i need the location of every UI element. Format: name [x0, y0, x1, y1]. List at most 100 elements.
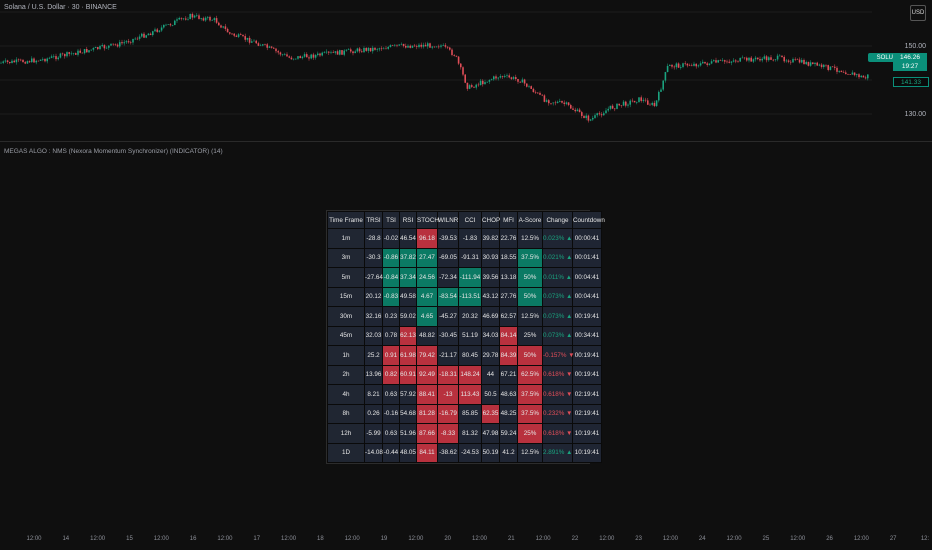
candle-body: [187, 19, 189, 20]
candle-body: [378, 48, 381, 50]
table-cell: 02:19:41: [572, 384, 602, 405]
column-header: Countdown: [572, 211, 605, 229]
candle-body: [515, 77, 517, 80]
candlestick-chart[interactable]: [0, 0, 872, 140]
candle-body: [842, 72, 845, 73]
candle-body: [587, 115, 590, 121]
candle-body: [259, 45, 262, 47]
column-header: RSI: [399, 211, 417, 229]
candle-body: [691, 65, 693, 67]
candle-body: [473, 86, 475, 88]
candle-body: [121, 42, 123, 44]
candle-body: [407, 45, 409, 48]
table-cell: 24.56: [416, 267, 438, 288]
table-cell: -1.83: [458, 228, 482, 249]
table-cell: 13.18: [499, 267, 518, 288]
candle-body: [312, 54, 315, 58]
candle-body: [246, 37, 249, 40]
time-axis[interactable]: 12:00 14 12:00 15 12:00 16 12:00 17 12:00 18 12:00…: [0, 528, 932, 548]
candle-body: [460, 63, 462, 68]
time-label: 25: [762, 536, 770, 542]
candle-body: [119, 42, 121, 47]
candle-body: [402, 43, 405, 46]
table-cell: 80.45: [458, 345, 482, 366]
candle-body: [50, 56, 53, 58]
table-cell: 20.32: [458, 306, 482, 327]
candle-body: [858, 74, 860, 78]
price-axis[interactable]: 150.00 130.00: [872, 0, 932, 140]
candle-body: [411, 45, 414, 48]
table-cell: 84.39: [499, 345, 518, 366]
table-row: 4h 8.21 0.63 57.92 88.41 -13 113.43 50.5 48.63 37…: [327, 384, 602, 405]
candle-body: [721, 60, 724, 61]
candle-body: [633, 100, 636, 103]
candle-body: [539, 92, 541, 95]
candle-body: [508, 75, 510, 78]
candle-body: [266, 44, 268, 48]
table-cell: 0.021% ▲: [542, 247, 573, 268]
table-cell: -0.83: [382, 286, 400, 307]
table-cell: -30.45: [437, 325, 459, 346]
candle-body: [6, 60, 9, 62]
candle-body: [680, 66, 682, 68]
candle-body: [636, 102, 638, 103]
candle-body: [367, 47, 370, 51]
candle-body: [70, 53, 73, 55]
candle-body: [583, 115, 585, 119]
table-cell: -72.34: [437, 267, 459, 288]
candle-body: [389, 45, 392, 48]
candle-body: [495, 76, 497, 79]
candle-body: [101, 45, 103, 47]
candle-body: [270, 46, 273, 48]
table-cell: -111.94: [458, 267, 482, 288]
candle-body: [398, 44, 400, 46]
currency-button[interactable]: USD: [910, 5, 926, 21]
secondary-price-tag: 141.33: [893, 77, 929, 87]
table-cell: 39.56: [481, 267, 500, 288]
candle-body: [664, 72, 667, 81]
candle-body: [224, 26, 227, 29]
candle-body: [79, 50, 81, 53]
candle-body: [240, 34, 242, 35]
table-cell: 29.78: [481, 345, 500, 366]
candle-body: [273, 47, 275, 49]
candle-body: [57, 57, 59, 60]
candle-body: [600, 114, 603, 116]
candle-body: [114, 44, 117, 45]
candle-body: [306, 54, 308, 58]
candle-body: [440, 45, 442, 47]
candle-body: [405, 45, 407, 48]
table-cell: 84.11: [416, 442, 438, 463]
candle-body: [68, 52, 70, 54]
table-cell: 0.23: [382, 306, 400, 327]
candle-body: [845, 72, 847, 75]
candle-body: [792, 59, 794, 63]
candle-body: [193, 15, 196, 18]
pane-separator[interactable]: [0, 141, 932, 142]
candle-body: [385, 48, 387, 50]
candle-body: [682, 63, 684, 67]
table-cell: 0.82: [382, 364, 400, 385]
table-cell: 60.91: [399, 364, 417, 385]
candle-body: [163, 24, 165, 28]
candle-body: [741, 57, 744, 59]
candle-body: [860, 75, 862, 78]
candle-body: [156, 29, 158, 32]
table-cell: 13.96: [364, 364, 383, 385]
candle-body: [708, 63, 711, 65]
column-header: CCI: [458, 211, 482, 229]
candle-body: [561, 100, 563, 103]
candle-body: [361, 51, 363, 53]
candle-body: [836, 67, 838, 72]
time-label: 22: [571, 536, 579, 542]
candle-body: [90, 49, 92, 51]
time-label: 16: [189, 536, 197, 542]
candle-body: [94, 47, 97, 48]
candle-body: [435, 46, 438, 48]
table-cell: 0.618% ▼: [542, 384, 573, 405]
candle-body: [134, 38, 136, 40]
candle-body: [840, 70, 843, 73]
candle-body: [248, 37, 251, 43]
candle-body: [75, 53, 77, 55]
timeframe-cell: 8h: [327, 403, 365, 424]
